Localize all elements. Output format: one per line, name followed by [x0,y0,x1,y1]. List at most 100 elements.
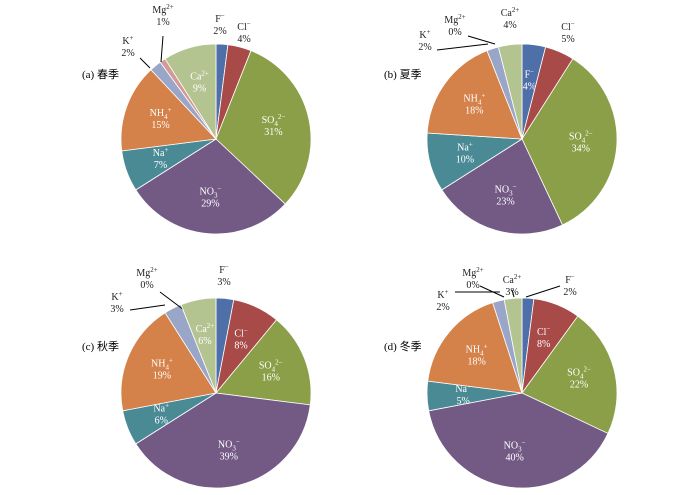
slice-ion-label: F− [219,263,229,276]
slice-percent-label: 22% [570,379,588,390]
slice-percent-label: 18% [467,356,485,367]
pie-slice-no3 [135,138,286,235]
slice-ion-label: NH4+ [463,91,485,106]
slice-ion-label: Cl− [561,20,574,33]
slice-percent-label: 18% [465,105,483,116]
slice-percent-label: 6% [198,336,211,347]
slice-ion-label: Na+ [457,141,473,154]
slice-percent-label: 7% [154,160,167,171]
pie-panel-summer: (b) 夏季 F−4%Cl−5%SO42−34%NO3−23%Na+10%NH4… [384,6,618,235]
slice-ion-label: SO42− [259,358,283,373]
slice-percent-label: 9% [193,83,206,94]
slice-ion-label: K+ [122,34,133,47]
pie-panel-winter: (d) 冬季 F−2%Cl−8%SO42−22%NO3−40%Na+5%NH4+… [384,266,618,489]
slice-ion-label: NO3− [495,183,517,198]
slice-ion-label: K+ [111,290,122,303]
slice-percent-label: 2% [563,287,576,298]
slice-percent-label: 3% [110,304,123,315]
slice-percent-label: 5% [456,396,469,407]
slice-percent-label: 2% [436,302,449,313]
pie-slice-ca2 [503,297,523,394]
slice-percent-label: 0% [466,280,479,291]
panel-label: (c) 秋季 [82,339,119,353]
pie-slice-ca2 [497,43,523,140]
slice-percent-label: 10% [456,155,474,166]
slice-percent-label: 19% [153,371,171,382]
pie-slice-so42 [215,50,312,205]
pie-slice-no3 [428,392,609,489]
slice-percent-label: 39% [220,451,238,462]
slice-ion-label: K+ [437,288,448,301]
pie-slice-so42 [521,58,618,226]
slice-percent-label: 6% [155,416,168,427]
leader-line [467,35,496,45]
slice-ion-label: F− [565,273,575,286]
slice-ion-label: NO3− [504,438,526,453]
leader-line [159,291,185,311]
slice-percent-label: 2% [213,26,226,37]
slice-ion-label: SO42− [567,365,591,380]
slice-percent-label: 31% [264,127,282,138]
pie-slice-nh4 [427,302,523,394]
pie-slice-nh4 [120,312,217,412]
slice-ion-label: NO3− [218,437,240,452]
slice-percent-label: 2% [121,48,134,59]
slice-percent-label: 40% [505,452,523,463]
pie-slice-no3 [135,392,311,489]
slice-percent-label: 0% [448,27,461,38]
pie-panel-spring: (a) 春季 F−2% Cl−4%SO42−31%NO3−29%Na+7%NH4+… [82,3,312,235]
leader-line [511,289,515,298]
slice-percent-label: 34% [572,144,590,155]
slice-ion-label: F− [215,12,225,25]
slice-ion-label: Cl− [237,20,250,33]
slice-percent-label: 16% [262,372,280,383]
slice-ion-label: SO42− [569,130,593,145]
slice-ion-label: Mg2+ [462,266,483,279]
slice-ion-label: Mg2+ [444,13,465,26]
slice-percent-label: 29% [201,199,219,210]
slice-percent-label: 1% [156,17,169,28]
slice-ion-label: F− [525,68,535,81]
slice-ion-label: Ca2+ [196,322,215,335]
pie-slice-no3 [441,138,563,235]
slice-ion-label: Na+ [153,146,169,159]
slice-percent-label: 4% [523,82,536,93]
slice-ion-label: NH4+ [150,106,172,121]
panel-label: (a) 春季 [82,68,119,81]
leader-line [479,285,505,298]
pie-panel-autumn: (c) 秋季 F−3%Cl−8%SO42−16%NO3−39%Na+6%NH4+… [82,263,312,489]
slice-percent-label: 3% [505,287,518,298]
leader-line [525,285,561,298]
slice-ion-label: Cl− [234,327,247,340]
pie-slice-nh4 [426,50,523,140]
slice-percent-label: 0% [140,280,153,291]
slice-ion-label: NH4+ [151,357,173,372]
slice-percent-label: 5% [561,34,574,45]
slice-ion-label: K+ [419,28,430,41]
slice-percent-label: 8% [234,341,247,352]
slice-percent-label: 8% [537,339,550,350]
slice-ion-label: NH4+ [466,342,488,357]
slice-ion-label: SO42− [262,113,286,128]
leader-line [436,43,489,51]
slice-ion-label: Mg2+ [152,3,173,16]
leader-line [160,35,164,63]
slice-ion-label: Ca2+ [190,69,209,82]
slice-percent-label: 3% [217,277,230,288]
slice-percent-label: 23% [496,197,514,208]
slice-ion-label: Ca2+ [501,6,520,19]
pie-slice-ca2 [180,297,217,394]
slice-ion-label: Na+ [153,402,169,415]
leader-line [139,57,151,69]
leader-line [129,304,166,311]
slice-percent-label: 4% [503,20,516,31]
slice-ion-label: Cl− [537,325,550,338]
slice-percent-label: 2% [418,42,431,53]
slice-ion-label: NO3− [200,185,222,200]
panel-label: (b) 夏季 [384,68,422,81]
slice-percent-label: 4% [237,34,250,45]
panel-label: (d) 冬季 [384,339,422,353]
pie-slice-nh4 [120,69,217,152]
slice-ion-label: Mg2+ [136,266,157,279]
